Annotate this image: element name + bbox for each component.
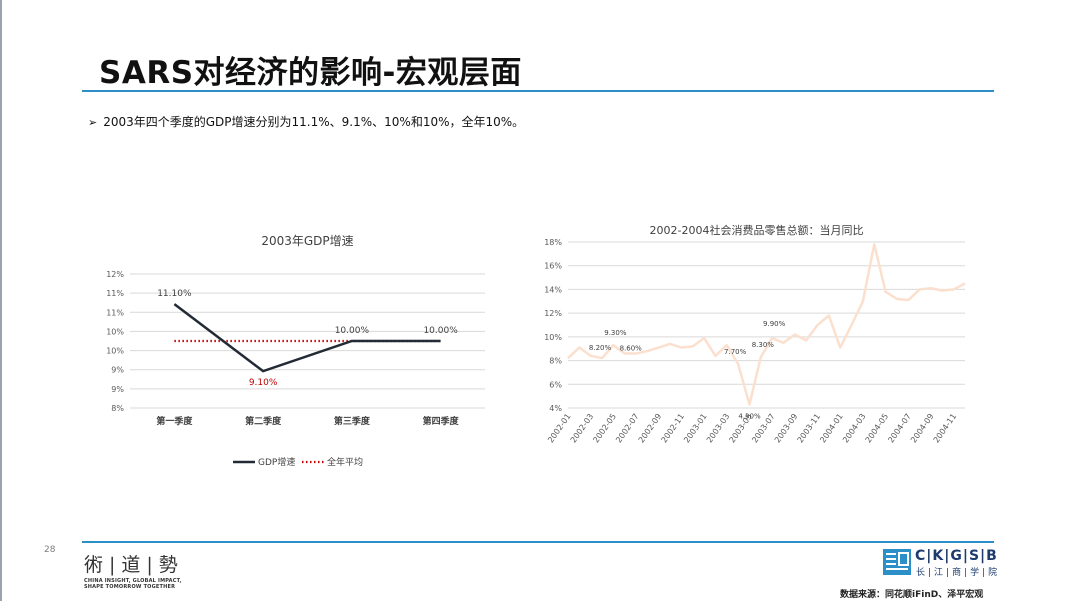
ckgsb-subtitle: 长|江|商|学|院 <box>916 568 1001 578</box>
data-label: 11.10% <box>157 289 192 299</box>
data-label: 8.30% <box>752 341 775 349</box>
y-tick-label: 8% <box>111 404 124 413</box>
ckgsb-text: C|K|G|S|B <box>915 548 998 564</box>
data-label: 9.30% <box>604 329 627 337</box>
data-source: 数据来源：同花顺iFinD、泽平宏观 <box>840 590 984 600</box>
gdp-chart: 2003年GDP增速 12% 11% 11% 10% 10% 9% 9% 8% 第一季度 第二季度 第… <box>95 228 495 478</box>
ckgsb-logo: C|K|G|S|B 长|江|商|学|院 <box>883 548 998 578</box>
data-label: 10.00% <box>423 326 458 336</box>
logo-tagline-1: CHINA INSIGHT, GLOBAL IMPACT, <box>84 578 182 584</box>
slide-title: SARS对经济的影响-宏观层面 <box>99 55 522 91</box>
arrow-bullet-icon: ➢ <box>88 116 98 129</box>
y-tick-label: 6% <box>549 380 562 389</box>
chart-title: 2003年GDP增速 <box>261 234 353 248</box>
gdp-series-line <box>173 303 441 373</box>
y-tick-label: 10% <box>106 347 124 356</box>
y-tick-label: 10% <box>106 327 124 336</box>
data-label: 9.10% <box>249 378 278 388</box>
data-label: 4.30% <box>738 412 761 420</box>
data-label: 7.70% <box>724 348 747 356</box>
data-label: 8.20% <box>589 344 612 352</box>
y-tick-label: 10% <box>544 333 562 342</box>
x-tick-label: 第三季度 <box>334 415 371 427</box>
y-tick-label: 16% <box>544 262 562 271</box>
y-tick-label: 12% <box>106 270 124 279</box>
page-number: 28 <box>44 545 56 555</box>
logo-chars: 術|道|勢 <box>84 554 184 576</box>
logo-tagline-2: SHAPE TOMORROW TOGETHER <box>84 584 176 590</box>
x-tick-label: 2004-11 <box>932 412 959 445</box>
ckgsb-emblem-icon <box>883 549 911 575</box>
y-tick-label: 18% <box>544 238 562 247</box>
left-edge-bar <box>0 0 2 601</box>
y-tick-label: 9% <box>111 385 124 394</box>
legend-avg-label: 全年平均 <box>327 456 363 468</box>
bullet-text: 2003年四个季度的GDP增速分别为11.1%、9.1%、10%和10%，全年1… <box>103 115 525 129</box>
retail-chart: 2002-2004社会消费品零售总额：当月同比 18% 16% 14% 12% 10% 8%… <box>530 220 975 460</box>
y-tick-label: 11% <box>106 308 124 317</box>
data-label: 9.90% <box>763 320 786 328</box>
data-label: 8.60% <box>620 344 643 352</box>
legend-gdp-label: GDP增速 <box>258 456 295 468</box>
bullet-point: ➢ 2003年四个季度的GDP增速分别为11.1%、9.1%、10%和10%，全年… <box>88 113 524 130</box>
x-tick-label: 第二季度 <box>245 415 282 427</box>
y-tick-label: 11% <box>106 289 124 298</box>
x-tick-label: 第一季度 <box>156 415 193 427</box>
y-tick-label: 4% <box>549 404 562 413</box>
x-tick-label: 第四季度 <box>423 415 460 427</box>
gdp-chart-svg: 2003年GDP增速 12% 11% 11% 10% 10% 9% 9% 8% 第一季度 第二季度 第… <box>106 234 485 468</box>
footer-divider <box>82 541 994 543</box>
y-tick-label: 14% <box>544 285 562 294</box>
title-divider <box>82 90 994 92</box>
retail-series-line <box>567 243 966 406</box>
y-tick-label: 8% <box>549 357 562 366</box>
y-tick-label: 12% <box>544 309 562 318</box>
chart-title: 2002-2004社会消费品零售总额：当月同比 <box>650 223 864 237</box>
y-tick-label: 9% <box>111 366 124 375</box>
retail-chart-svg: 2002-2004社会消费品零售总额：当月同比 18% 16% 14% 12% 10% 8%… <box>544 223 966 445</box>
data-label: 10.00% <box>335 326 370 336</box>
insight-logo: 術|道|勢 CHINA INSIGHT, GLOBAL IMPACT, SHAP… <box>84 548 194 592</box>
